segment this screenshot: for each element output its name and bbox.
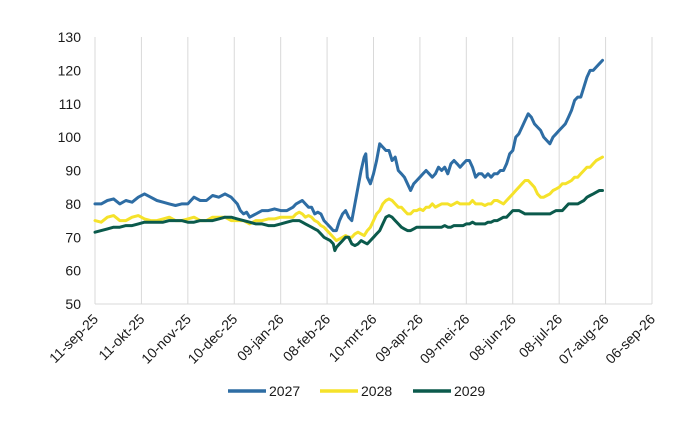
x-tick-label: 08-jun-26 [466, 311, 519, 364]
x-tick-label: 06-sep-26 [602, 311, 658, 367]
series-lines [93, 58, 604, 253]
x-axis: 11-sep-2511-okt-2510-nov-2510-dec-2509-j… [46, 303, 658, 368]
grid [94, 37, 653, 304]
x-tick-label: 10-mrt-26 [325, 311, 379, 365]
y-tick-label: 100 [58, 129, 82, 145]
series-line-2028 [93, 155, 604, 243]
y-tick-label: 110 [59, 96, 82, 112]
x-tick-label: 10-dec-25 [184, 311, 240, 367]
x-tick-label: 09-jan-26 [234, 311, 287, 364]
y-tick-label: 130 [58, 29, 82, 45]
legend: 2027 2028 2029 [228, 383, 485, 399]
x-tick-label: 08-feb-26 [280, 311, 334, 365]
y-tick-label: 60 [65, 263, 81, 279]
x-tick-label: 09-mei-26 [417, 311, 473, 367]
legend-label-2028: 2028 [361, 383, 392, 399]
x-tick-label: 10-nov-25 [138, 311, 194, 367]
y-tick-label: 120 [58, 62, 82, 78]
series-line-2027 [93, 58, 604, 233]
x-tick-label: 11-sep-25 [46, 311, 101, 366]
y-axis: 50 60 70 80 90 100 110 120 130 [58, 29, 96, 312]
y-tick-label: 50 [65, 296, 81, 312]
y-tick-label: 90 [65, 163, 81, 179]
legend-label-2029: 2029 [454, 383, 485, 399]
legend-label-2027: 2027 [269, 383, 300, 399]
x-tick-label: 07-aug-26 [555, 311, 612, 368]
series-line-2029 [93, 189, 604, 253]
y-tick-label: 70 [65, 229, 81, 245]
y-tick-label: 80 [65, 196, 81, 212]
